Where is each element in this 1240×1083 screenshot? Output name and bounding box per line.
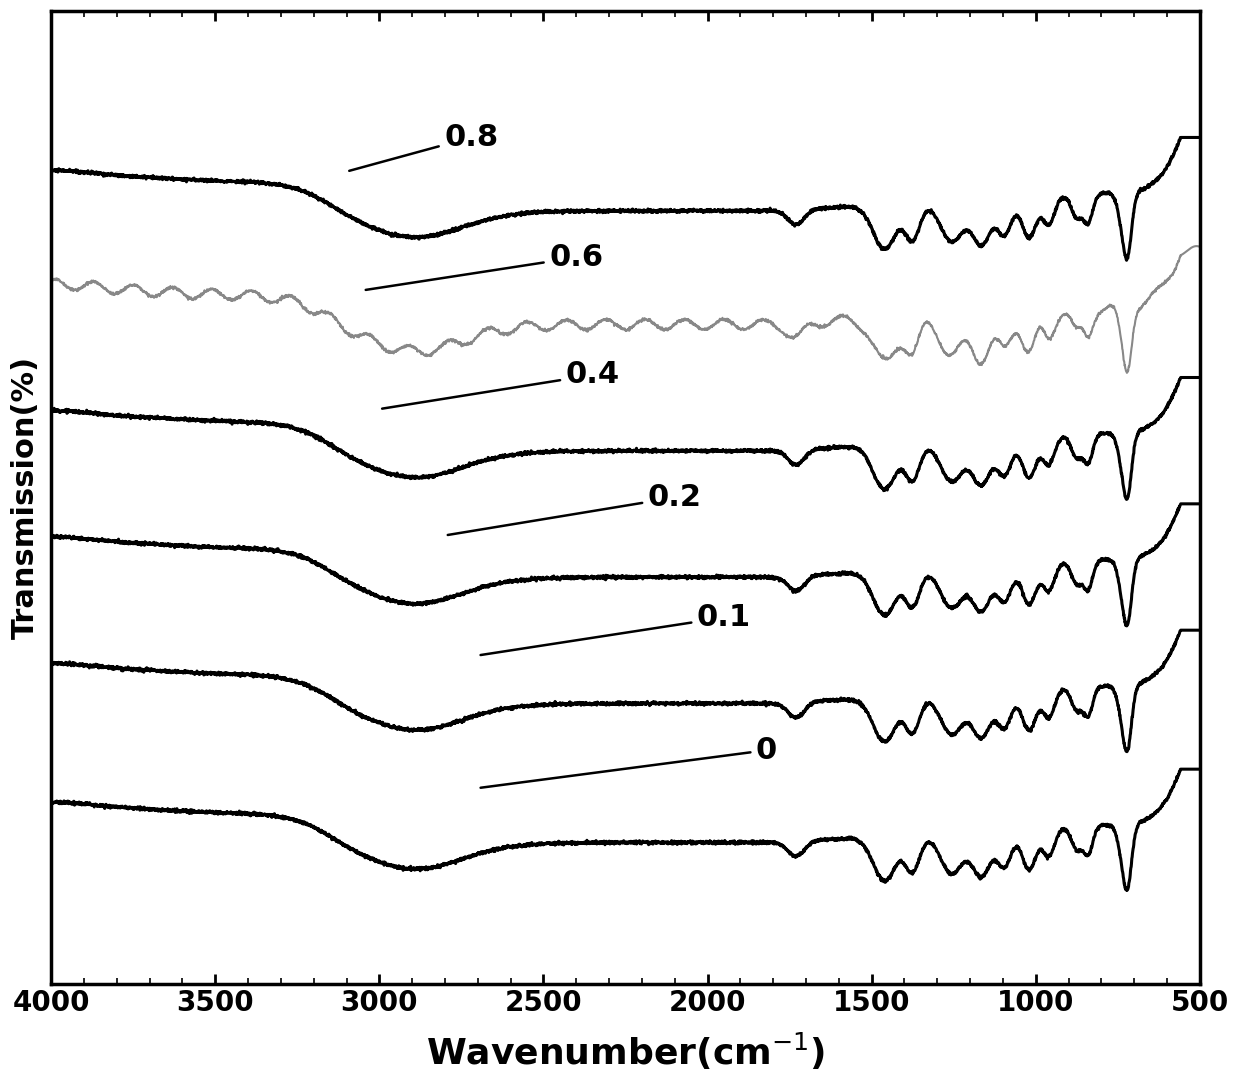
Text: 0.8: 0.8: [350, 123, 498, 171]
Text: 0.6: 0.6: [366, 243, 604, 290]
Text: 0.4: 0.4: [382, 361, 620, 408]
X-axis label: Wavenumber(cm$^{-1}$): Wavenumber(cm$^{-1}$): [427, 1031, 825, 1072]
Text: 0.2: 0.2: [448, 483, 702, 535]
Text: 0: 0: [481, 735, 777, 787]
Text: 0.1: 0.1: [481, 603, 751, 655]
Y-axis label: Transmission(%): Transmission(%): [11, 356, 40, 639]
